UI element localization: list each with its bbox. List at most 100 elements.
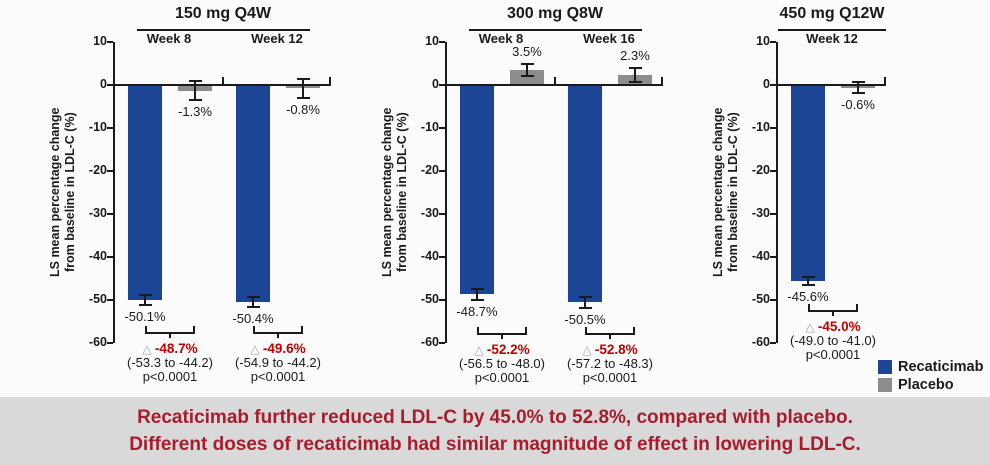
y-tick-label: 10	[425, 34, 439, 48]
difference-pvalue: p<0.0001	[250, 368, 306, 384]
error-bar-line	[302, 80, 304, 97]
y-tick-label: -10	[420, 120, 439, 134]
y-tick-label: -10	[751, 120, 770, 134]
bracket-center-tick	[501, 332, 503, 339]
y-axis-tick	[107, 213, 113, 215]
difference-ci: (-56.5 to -48.0)	[459, 355, 545, 371]
y-tick-label: -60	[751, 335, 770, 349]
error-bar-line	[476, 289, 478, 299]
y-axis-tick	[107, 299, 113, 301]
y-axis-tick	[439, 213, 445, 215]
error-bar	[188, 80, 202, 101]
week-label: Week 8	[146, 31, 192, 46]
y-axis-tick	[770, 213, 776, 215]
legend-item-recaticimab: Recaticimab	[878, 358, 983, 376]
y-tick-label: -50	[420, 292, 439, 306]
banner-line-2: Different doses of recaticimab had simil…	[129, 434, 861, 455]
comparison-bracket	[477, 326, 527, 339]
delta-triangle-icon: △	[805, 320, 818, 335]
y-axis-tick	[770, 41, 776, 43]
error-bar	[520, 62, 534, 78]
dose-panel: LS mean percentage change from baseline …	[47, 0, 371, 397]
panel-title-underline	[469, 29, 642, 31]
bar-value-label: 3.5%	[512, 43, 542, 59]
charts-area: LS mean percentage change from baseline …	[47, 0, 908, 397]
y-tick-label: -40	[88, 249, 107, 263]
y-tick-label: -20	[751, 163, 770, 177]
y-axis-tick	[439, 342, 445, 344]
delta-triangle-icon: △	[250, 341, 263, 356]
difference-pvalue: p<0.0001	[142, 368, 198, 384]
difference-ci: (-49.0 to -41.0)	[790, 333, 876, 349]
y-axis-tick	[439, 299, 445, 301]
x-axis-zero-line	[447, 84, 663, 86]
error-bar-line	[634, 69, 636, 81]
y-axis-line	[776, 42, 778, 343]
panel-title: 300 mg Q8W	[506, 5, 604, 22]
y-axis-tick	[439, 127, 445, 129]
panel-title: 450 mg Q12W	[779, 5, 885, 22]
y-axis-tick	[107, 41, 113, 43]
x-axis-zero-line	[115, 84, 331, 86]
y-axis-tick	[107, 127, 113, 129]
error-bar	[470, 287, 484, 301]
difference-ci: (-57.2 to -48.3)	[567, 355, 653, 371]
error-bar-line	[857, 82, 859, 93]
y-axis-tick	[770, 84, 776, 86]
week-label: Week 8	[478, 31, 524, 46]
comparison-bracket	[145, 325, 195, 338]
legend-item-placebo: Placebo	[878, 376, 983, 394]
bracket-center-tick	[832, 310, 834, 317]
error-bar	[801, 275, 815, 287]
plot-area: -48.7% 3.5% -50.5% 2.3% △ -52.2% (-56.5 to -4…	[439, 41, 663, 384]
difference-ci: (-53.3 to -44.2)	[127, 354, 213, 370]
bar-recaticimab	[460, 85, 494, 295]
legend: Recaticimab Placebo	[878, 358, 983, 394]
bar-value-label: -48.7%	[456, 303, 498, 319]
bracket-center-tick	[277, 331, 279, 338]
placebo-swatch-icon	[878, 378, 892, 392]
bar-recaticimab	[128, 85, 162, 301]
bar-value-label: -0.8%	[286, 101, 320, 117]
comparison-bracket	[808, 304, 858, 317]
difference-value: △ -52.8%	[582, 341, 638, 357]
error-bar-line	[144, 296, 146, 305]
difference-annotation: △ -52.8% (-57.2 to -48.3) p<0.0001	[535, 341, 685, 385]
y-axis-tick	[439, 170, 445, 172]
y-tick-label: -60	[88, 335, 107, 349]
y-axis-tick	[770, 299, 776, 301]
error-bar-line	[252, 297, 254, 306]
difference-value: △ -49.6%	[250, 340, 306, 356]
bar-placebo	[510, 69, 544, 85]
y-tick-label: 0	[432, 77, 439, 91]
panel-title-underline	[137, 29, 310, 31]
group-separator-tick	[222, 77, 224, 85]
banner-line-1: Recaticimab further reduced LDL-C by 45.…	[137, 407, 853, 428]
dose-panel: LS mean percentage change from baseline …	[379, 0, 703, 397]
y-axis-tick	[770, 170, 776, 172]
y-axis-tick	[107, 256, 113, 258]
difference-value: △ -45.0%	[805, 319, 861, 335]
difference-pvalue: p<0.0001	[474, 369, 530, 385]
y-tick-label: -40	[420, 249, 439, 263]
week-label: Week 12	[251, 31, 303, 46]
difference-annotation: △ -52.2% (-56.5 to -48.0) p<0.0001	[427, 342, 577, 385]
week-label: Week 12	[806, 31, 858, 46]
error-bar-line	[584, 297, 586, 307]
error-bar	[138, 294, 152, 307]
bar-value-label: -50.1%	[124, 309, 166, 325]
bar-value-label: -50.4%	[232, 310, 274, 326]
delta-triangle-icon: △	[582, 342, 595, 357]
error-bar-line	[807, 277, 809, 285]
bar-value-label: -0.6%	[841, 97, 875, 113]
y-axis-tick	[107, 170, 113, 172]
y-axis-tick	[439, 256, 445, 258]
group-separator-tick	[554, 77, 556, 85]
delta-triangle-icon: △	[474, 342, 487, 357]
error-bar	[578, 295, 592, 309]
y-tick-label: 0	[100, 77, 107, 91]
summary-banner: Recaticimab further reduced LDL-C by 45.…	[0, 397, 990, 465]
error-bar-line	[194, 82, 196, 99]
difference-annotation: △ -45.0% (-49.0 to -41.0) p<0.0001	[758, 320, 908, 362]
